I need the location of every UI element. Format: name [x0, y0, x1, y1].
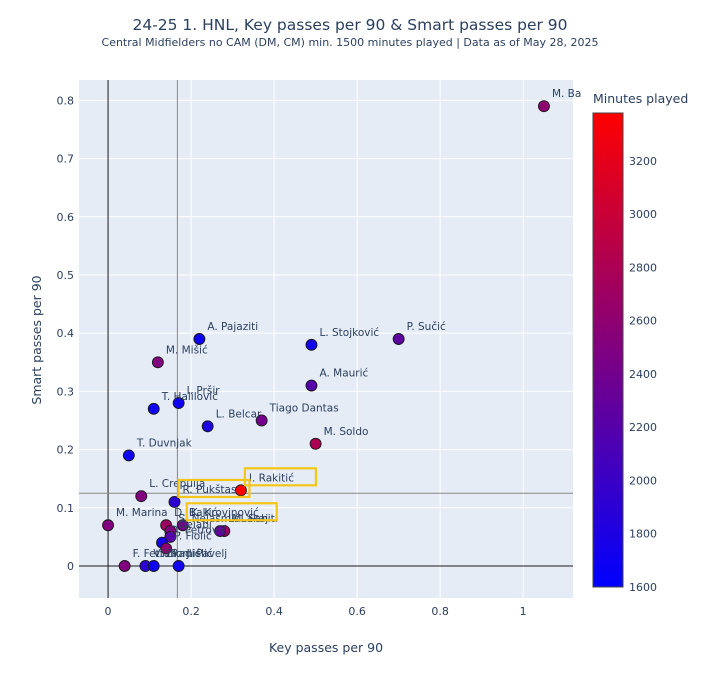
- point-label: F. Fettah: [133, 548, 177, 560]
- colorbar: 1600 1800 2000 2200 2400 2600 2800 3000 3200: [592, 112, 657, 594]
- colorbar-tick-label: 2000: [629, 474, 657, 487]
- point-label: R. Pukštas: [182, 484, 236, 496]
- colorbar-tick-label: 2600: [629, 315, 657, 328]
- point-label: V. Zlomislić: [153, 548, 212, 560]
- point-label: A. Pajaziti: [207, 321, 258, 333]
- y-tick-label: 0.4: [57, 327, 75, 340]
- data-point: [172, 397, 185, 409]
- colorbar-title: Minutes played: [593, 91, 688, 106]
- data-point: [392, 333, 405, 345]
- point-label: I. Pršir: [187, 385, 221, 397]
- data-point: [147, 560, 160, 572]
- data-point: [214, 525, 227, 538]
- colorbar-tick-label: 2800: [629, 261, 657, 274]
- data-point: [102, 519, 115, 532]
- y-tick-label: 0.8: [57, 94, 75, 107]
- point-label: K. Krovinović: [191, 507, 259, 519]
- highlight-box: [185, 502, 278, 522]
- data-points: [102, 100, 550, 572]
- point-label: M. Mišić: [166, 344, 208, 356]
- data-point: [309, 437, 322, 450]
- point-label: J. Pavelj: [186, 548, 228, 560]
- data-point: [234, 484, 247, 497]
- data-point: [305, 379, 318, 392]
- reference-lines: [79, 80, 573, 598]
- grid-lines: [79, 80, 573, 598]
- data-point: [151, 356, 164, 369]
- highlight-box: [177, 478, 251, 499]
- y-tick-label: 0.3: [57, 385, 75, 398]
- colorbar-tick-label: 1600: [629, 581, 657, 594]
- y-tick-label: 0.7: [57, 153, 75, 166]
- data-point: [172, 560, 185, 572]
- data-point: [122, 449, 135, 462]
- data-point: [193, 333, 206, 345]
- chart-title: 24-25 1. HNL, Key passes per 90 & Smart …: [132, 16, 567, 34]
- data-point: [135, 490, 148, 503]
- highlight-box: [243, 467, 317, 487]
- x-tick-label: 1: [520, 605, 527, 618]
- y-tick-label: 0.6: [57, 211, 75, 224]
- point-label: P. Sučić: [407, 321, 446, 333]
- point-label: M. Marina: [116, 507, 168, 519]
- data-point: [537, 100, 550, 113]
- colorbar-tick-label: 2400: [629, 368, 657, 381]
- data-point: [160, 542, 173, 555]
- data-point: [201, 420, 214, 433]
- x-tick-label: 0.2: [182, 605, 200, 618]
- data-point: [118, 560, 131, 572]
- highlight-boxes: [177, 467, 317, 522]
- point-label: P. Fiolić: [174, 531, 212, 543]
- colorbar-tick-label: 3200: [629, 155, 657, 168]
- chart-subtitle: Central Midfielders no CAM (DM, CM) min.…: [102, 36, 599, 49]
- point-label: A. Maurić: [319, 368, 368, 380]
- colorbar-scale: [592, 112, 624, 588]
- colorbar-tick-label: 3000: [629, 208, 657, 221]
- x-axis-label: Key passes per 90: [269, 640, 383, 655]
- colorbar-tick-label: 2200: [629, 421, 657, 434]
- axis-ticks: 0 0.2 0.4 0.6 0.8 1 0 0.1 0.2 0.3 0.4 0.5 0.6 0.7 0.8: [57, 94, 527, 618]
- x-tick-label: 0.8: [431, 605, 449, 618]
- point-label: L. Crepulja: [149, 478, 205, 490]
- point-label: I. Rakitić: [249, 472, 294, 484]
- colorbar-tick-label: 1800: [629, 528, 657, 541]
- data-point: [255, 414, 268, 427]
- point-label: M. Ba: [552, 88, 581, 100]
- point-label: I. Radić: [162, 548, 201, 560]
- y-tick-label: 0.1: [57, 502, 75, 515]
- data-point: [305, 338, 318, 351]
- point-label: D. Bakić: [174, 507, 217, 519]
- point-label: L. Stojković: [319, 327, 379, 339]
- point-label: T. Duvnjak: [136, 437, 193, 449]
- data-point: [164, 530, 177, 543]
- data-point: [168, 496, 181, 508]
- y-tick-label: 0.2: [57, 444, 75, 457]
- x-tick-label: 0.4: [265, 605, 283, 618]
- point-label: L. Belcar: [216, 408, 262, 420]
- data-point: [176, 519, 189, 532]
- data-point: [147, 402, 160, 415]
- point-label: Delabi: [178, 519, 211, 531]
- point-label: M. Soldo: [324, 426, 369, 438]
- x-tick-label: 0.6: [348, 605, 366, 618]
- point-labels: M. Ba P. Sučić L. Stojković A. Pajaziti A. M…: [116, 88, 581, 560]
- point-label: L. Lakaj: [228, 513, 268, 525]
- point-label: D. Petrović: [170, 525, 227, 537]
- y-tick-label: 0: [67, 560, 74, 573]
- x-tick-label: 0: [105, 605, 112, 618]
- y-axis-label: Smart passes per 90: [29, 275, 44, 404]
- point-label: S. Nejašmić: [178, 513, 240, 525]
- point-label: Tiago Dantas: [269, 402, 339, 414]
- y-tick-label: 0.5: [57, 269, 75, 282]
- point-label: M. Sahiti: [232, 513, 277, 525]
- plot-area: [79, 80, 573, 598]
- point-label: T. Halilović: [161, 391, 218, 403]
